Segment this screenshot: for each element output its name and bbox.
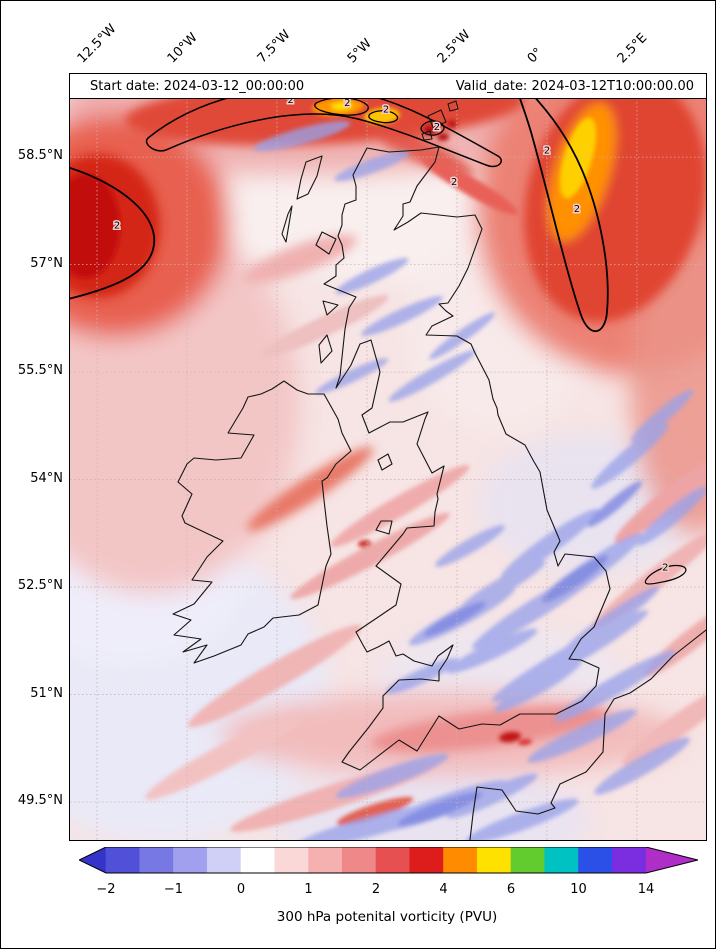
contour-label: 2: [662, 562, 668, 573]
pv-fine-streaks: [70, 97, 706, 840]
x-axis-tick-label: 2.5°E: [614, 30, 651, 67]
colorbar-tick-label: 6: [507, 882, 515, 897]
y-axis-tick-label: 58.5°N: [17, 148, 63, 164]
contour-label: 2: [344, 98, 350, 109]
colorbar-segment: [544, 847, 579, 873]
x-axis-tick-label: 10°W: [164, 30, 201, 67]
y-axis-tick-label: 57°N: [30, 255, 63, 271]
coastline-continent: [469, 629, 706, 840]
valid-date-label: Valid_date: 2024-03-12T10:00:00.00: [455, 78, 694, 94]
y-axis-tick-label: 54°N: [30, 470, 63, 486]
title-bar: Start date: 2024-03-12_00:00:00 Valid_da…: [70, 74, 706, 99]
contour-label: 2: [288, 95, 294, 106]
colorbar-segment: [240, 847, 276, 873]
x-axis-tick-label: 5°W: [344, 36, 375, 67]
contour-label: 2: [574, 204, 580, 215]
pv-map-canvas: 2 2 2 2 2 2 2 2 2: [70, 74, 706, 840]
island-islay-jura: [318, 334, 333, 364]
colorbar-tick-label: 4: [439, 882, 447, 897]
x-axis-tick-label: 12.5°W: [74, 21, 120, 67]
contour-label: 2: [434, 122, 440, 133]
colorbar-tick-label: 10: [570, 882, 587, 897]
y-axis-tick-label: 51°N: [30, 685, 63, 701]
colorbar-segment: [274, 847, 309, 873]
colorbar-segment: [510, 847, 546, 873]
colorbar: −2 −1 0 1 2 4 6 10 14: [77, 846, 699, 899]
colorbar-segment: [443, 847, 478, 873]
island-mull: [322, 300, 339, 316]
coastlines: [172, 100, 706, 840]
contour-label: 2: [383, 104, 389, 115]
contour-label: 2: [544, 146, 550, 157]
map-plot: 2 2 2 2 2 2 2 2 2 Start date: 2024-03-12_00:00:0…: [69, 73, 707, 841]
colorbar-tick-label: 14: [638, 882, 655, 897]
coastline-ireland: [172, 380, 352, 664]
x-axis-tick-label: 0°: [524, 45, 546, 67]
colorbar-tick-label: −1: [164, 882, 183, 897]
island-lewis-harris: [296, 155, 323, 200]
colorbar-segment: [578, 847, 613, 873]
colorbar-segment: [173, 847, 208, 873]
colorbar-segment: [308, 847, 343, 873]
island-uists: [281, 205, 293, 243]
colorbar-tick-label: 2: [372, 882, 380, 897]
colorbar-canvas: −2 −1 0 1 2 4 6 10 14: [77, 846, 699, 897]
colorbar-segment: [105, 847, 141, 873]
colorbar-tick-label: 0: [237, 882, 245, 897]
colorbar-tick-label: −2: [96, 882, 115, 897]
y-axis-tick-label: 52.5°N: [17, 578, 63, 594]
x-axis-tick-label: 2.5°W: [434, 27, 474, 67]
coastline-great-britain: [323, 146, 611, 771]
colorbar-title: 300 hPa potenital vorticity (PVU): [276, 909, 498, 925]
colorbar-over-arrow: [646, 847, 698, 873]
contour-label: 2: [451, 177, 457, 188]
island-orkney-2: [447, 100, 459, 112]
colorbar-segment: [375, 847, 411, 873]
contour-label: 2: [114, 221, 120, 232]
colorbar-segment: [139, 847, 174, 873]
colorbar-tick-label: 1: [304, 882, 312, 897]
colorbar-segment: [476, 847, 512, 873]
start-date-label: Start date: 2024-03-12_00:00:00: [90, 78, 305, 94]
island-orkney-3: [421, 130, 433, 141]
island-orkney-1: [427, 109, 447, 128]
x-axis-tick-label: 7.5°W: [254, 27, 294, 67]
colorbar-segment: [341, 847, 377, 873]
colorbar-segment: [409, 847, 444, 873]
colorbar-segment: [611, 847, 647, 873]
island-anglesey: [375, 520, 393, 535]
y-axis-tick-label: 49.5°N: [17, 793, 63, 809]
pv-contour-lines: [70, 74, 687, 585]
y-axis-tick-label: 55.5°N: [17, 363, 63, 379]
island-isle-of-man: [377, 453, 393, 471]
island-skye: [315, 231, 337, 255]
colorbar-under-arrow: [79, 847, 106, 873]
contour-labels: 2 2 2 2 2 2 2 2 2: [112, 94, 670, 575]
colorbar-segment: [206, 847, 242, 873]
